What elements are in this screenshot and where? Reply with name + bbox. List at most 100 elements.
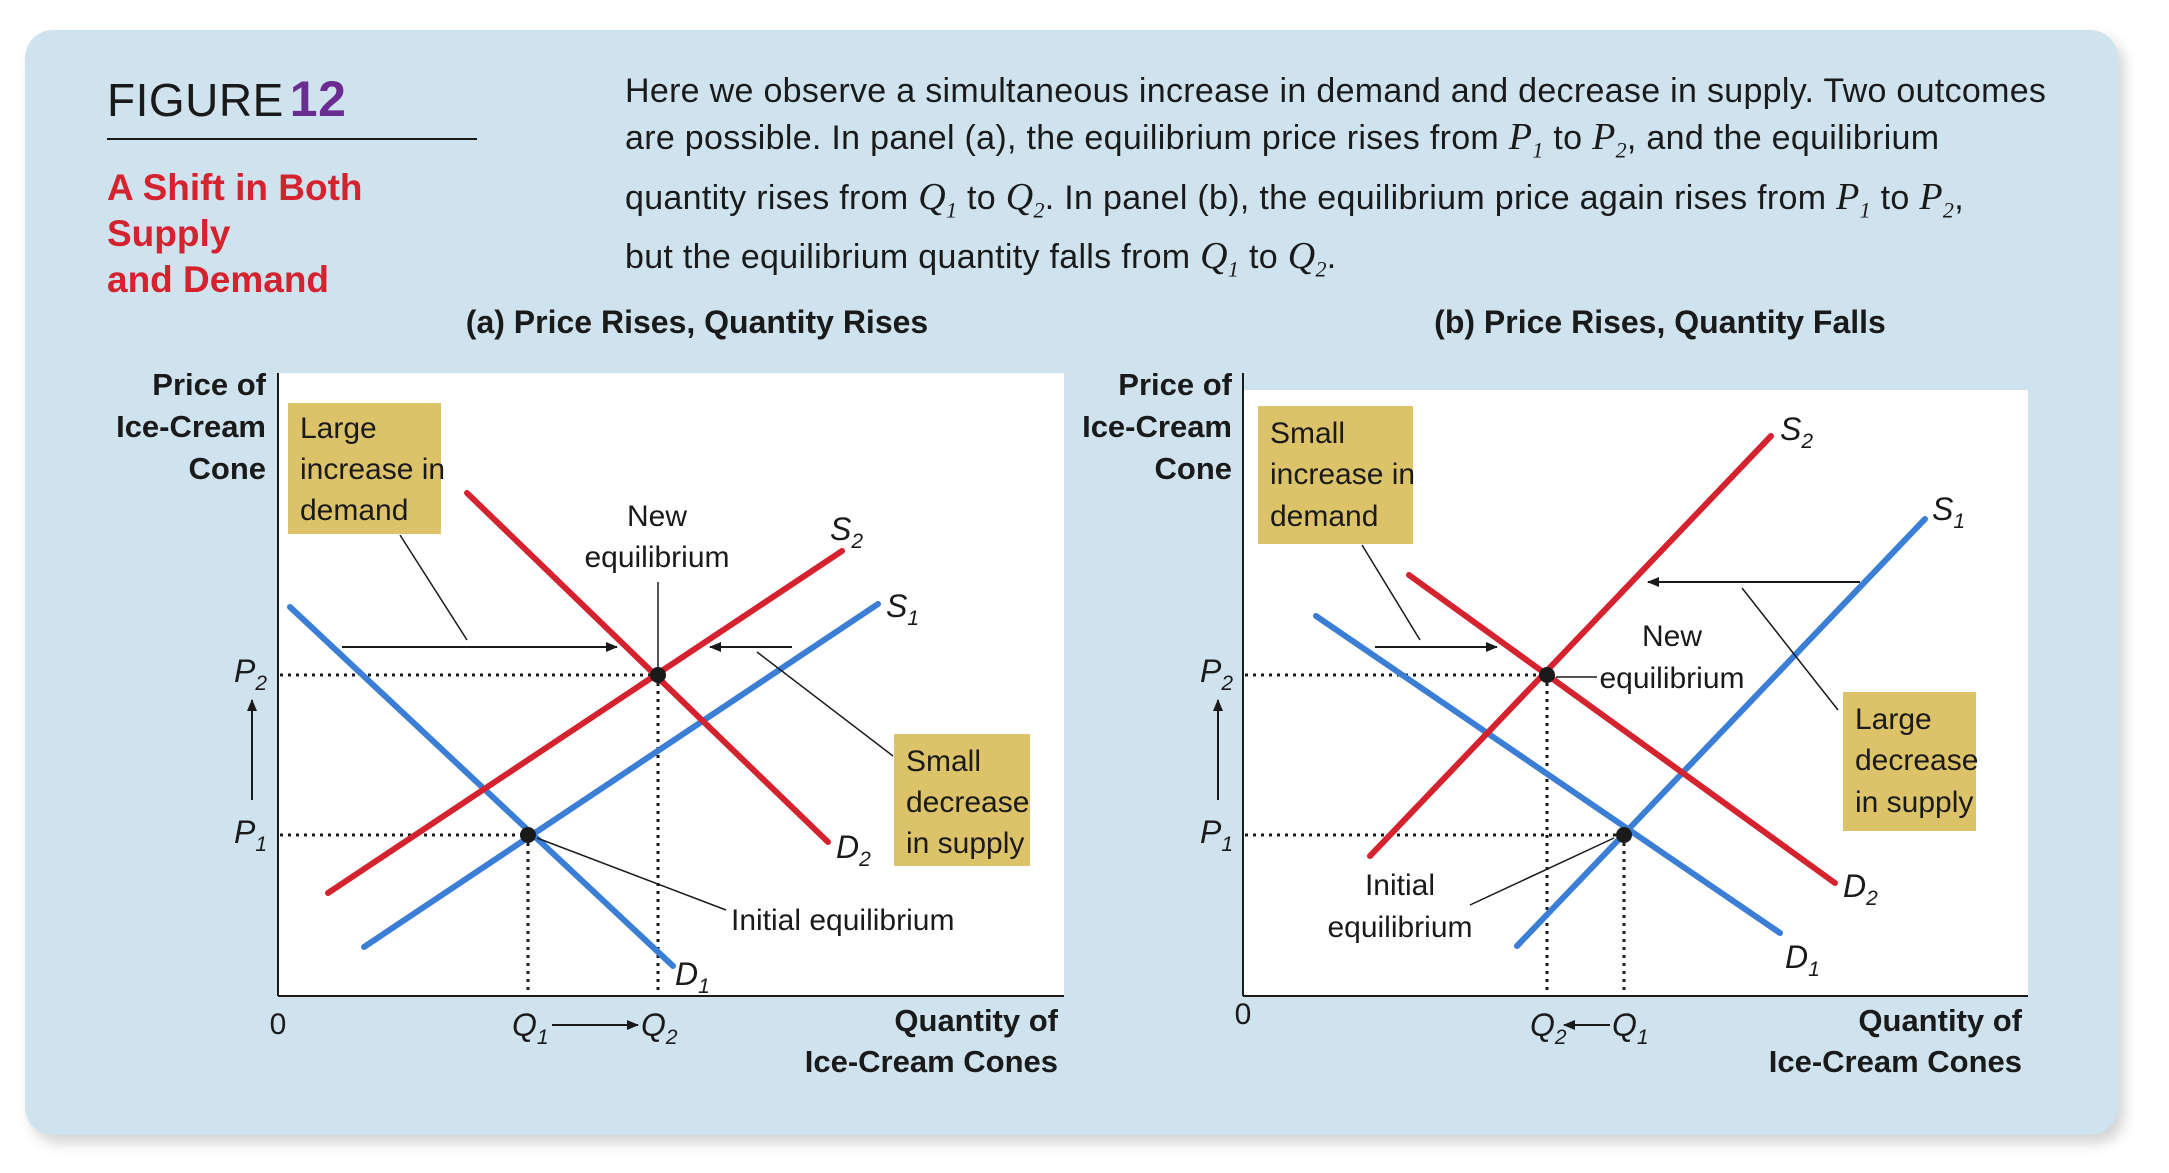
panel-b-initial-equilibrium-point xyxy=(1616,827,1632,843)
panel-a-x-axis-label: Ice-Cream Cones xyxy=(805,1044,1058,1079)
figure-caption: Here we observe a simultaneous increase … xyxy=(625,68,2065,293)
panel-b-y-axis-label: Ice-Cream xyxy=(1082,409,1232,444)
panel-a-s1-curve xyxy=(361,601,881,950)
panel-b-demand-annotation-box xyxy=(1258,406,1413,544)
panel-a-d1-label: D1 xyxy=(675,956,710,998)
panel-b-new-equilibrium-point xyxy=(1539,667,1555,683)
panel-a-title: (a) Price Rises, Quantity Rises xyxy=(466,304,928,340)
panel-b-supply-annotation-text: in supply xyxy=(1855,786,1973,819)
caption-line: Here we observe a simultaneous increase … xyxy=(625,68,2065,114)
panel-a-y-axis-label: Price of xyxy=(152,367,266,402)
caption-text: are possible. In panel (a), the equilibr… xyxy=(625,119,1509,157)
panel-a-demand-annotation-text: demand xyxy=(300,494,408,527)
panel-b-d1-curve xyxy=(1313,613,1783,936)
panel-a-p2-label: P2 xyxy=(234,653,267,695)
panel-a-supply-annotation-box xyxy=(894,734,1030,866)
figure-label-text: FIGURE xyxy=(107,74,284,126)
caption-text: . xyxy=(1326,238,1337,277)
caption-text: , and the equilibrium xyxy=(1626,119,1940,157)
panel-b-x-axis-label: Quantity of xyxy=(1858,1003,2022,1038)
panel-a-d2-curve xyxy=(464,490,831,845)
panel-a-supply-annotation-text: Small xyxy=(906,745,981,778)
panel-b-new-equilibrium-label: New xyxy=(1642,620,1702,653)
panel-a-s2-label: S2 xyxy=(830,511,863,553)
panel-b: (b) Price Rises, Quantity Falls Price of… xyxy=(1082,304,2028,1079)
caption-variable: Q2 xyxy=(1005,175,1045,223)
panel-b-d2-label: D2 xyxy=(1843,868,1878,910)
panel-a: (a) Price Rises, Quantity Rises Price of… xyxy=(116,304,1064,1079)
panel-a-y-axis-label: Ice-Cream xyxy=(116,409,266,444)
panel-b-p1-label: P1 xyxy=(1200,814,1233,856)
panel-a-new-equilibrium-label: equilibrium xyxy=(584,541,729,574)
panel-b-x-axis-label: Ice-Cream Cones xyxy=(1769,1044,2022,1079)
caption-variable: Q1 xyxy=(918,175,958,223)
panel-a-demand-annotation-box xyxy=(288,403,441,534)
caption-text: quantity rises from xyxy=(625,178,919,217)
panel-a-new-equilibrium-label: New xyxy=(627,500,687,533)
panel-a-demand-annotation-text: increase in xyxy=(300,453,445,486)
caption-variable: Q1 xyxy=(1200,235,1240,282)
panel-a-s2-curve xyxy=(325,548,845,896)
panel-b-p2-label: P2 xyxy=(1200,653,1233,695)
caption-text: to xyxy=(1239,238,1288,277)
panel-a-s1-label: S1 xyxy=(886,588,919,630)
panel-b-initial-equilibrium-label: Initial xyxy=(1365,869,1435,902)
caption-variable: P2 xyxy=(1592,116,1627,163)
panel-a-initial-equilibrium-point xyxy=(520,827,536,843)
panel-a-d1-curve xyxy=(287,604,676,969)
panel-b-demand-annotation-text: increase in xyxy=(1270,458,1415,491)
panel-b-origin-label: 0 xyxy=(1235,998,1252,1031)
panel-a-demand-annotation-text: Large xyxy=(300,412,377,445)
panel-b-demand-leader-line xyxy=(1361,544,1421,641)
panel-a-x-axis-label: Quantity of xyxy=(894,1003,1058,1038)
figure-subtitle-line: and Demand xyxy=(107,259,330,300)
panel-b-s1-curve xyxy=(1514,516,1928,949)
panel-b-d1-label: D1 xyxy=(1785,939,1820,981)
panel-b-s2-curve xyxy=(1367,433,1774,859)
panel-b-d2-curve xyxy=(1406,572,1838,886)
caption-text: Here we observe a simultaneous increase … xyxy=(625,72,2047,110)
panel-a-initial-equilibrium-leader xyxy=(536,837,727,911)
panel-a-origin-label: 0 xyxy=(270,1008,287,1041)
panel-b-initial-equilibrium-leader xyxy=(1469,837,1615,906)
figure-divider xyxy=(107,138,477,140)
panel-b-supply-annotation-text: Large xyxy=(1855,703,1932,736)
caption-variable: P1 xyxy=(1836,175,1871,223)
panel-b-initial-equilibrium-label: equilibrium xyxy=(1327,911,1472,944)
panel-a-initial-equilibrium-label: Initial equilibrium xyxy=(731,904,954,937)
figure-number: 12 xyxy=(289,71,347,127)
caption-text: . In panel (b), the equilibrium price ag… xyxy=(1044,178,1837,217)
caption-text: to xyxy=(1870,178,1920,217)
figure-subtitle-line: A Shift in Both Supply xyxy=(107,167,363,254)
caption-line: are possible. In panel (a), the equilibr… xyxy=(625,114,2065,174)
panel-a-new-equilibrium-point xyxy=(650,667,666,683)
panel-b-supply-annotation-text: decrease xyxy=(1855,744,1978,777)
caption-line: quantity rises from Q1 to Q2. In panel (… xyxy=(625,174,2065,234)
panel-a-p1-label: P1 xyxy=(234,814,267,856)
panel-b-title: (b) Price Rises, Quantity Falls xyxy=(1434,304,1886,340)
panel-a-demand-leader-line xyxy=(399,534,468,641)
caption-variable: Q2 xyxy=(1287,235,1327,282)
figure-subtitle: A Shift in Both Supply and Demand xyxy=(107,165,487,303)
panel-b-y-axis-label: Price of xyxy=(1118,367,1232,402)
panel-b-supply-annotation-box xyxy=(1843,692,1976,831)
panel-b-y-axis-label: Cone xyxy=(1155,451,1233,486)
caption-text: to xyxy=(1543,119,1593,157)
panel-a-supply-annotation-text: decrease xyxy=(906,786,1029,819)
caption-text: , xyxy=(1954,178,1964,217)
caption-variable: P2 xyxy=(1919,175,1955,223)
panel-a-q2-label: Q2 xyxy=(641,1007,678,1049)
panel-b-supply-leader-line xyxy=(1741,587,1839,711)
panel-b-demand-annotation-text: Small xyxy=(1270,417,1345,450)
panel-a-q1-label: Q1 xyxy=(512,1007,549,1049)
caption-variable: P1 xyxy=(1508,116,1544,163)
panel-b-demand-annotation-text: demand xyxy=(1270,500,1378,533)
panel-b-s2-label: S2 xyxy=(1780,411,1813,453)
caption-text: but the equilibrium quantity falls from xyxy=(625,238,1201,277)
figure-label: FIGURE 12 xyxy=(107,70,477,128)
panel-b-q2-label: Q2 xyxy=(1530,1007,1567,1049)
caption-text: to xyxy=(957,178,1006,217)
panel-a-y-axis-label: Cone xyxy=(189,451,267,486)
panel-b-new-equilibrium-label: equilibrium xyxy=(1599,662,1744,695)
